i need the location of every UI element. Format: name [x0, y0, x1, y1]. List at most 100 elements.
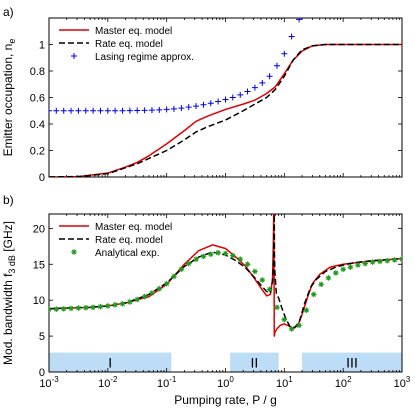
- plus-marker: [229, 94, 236, 101]
- plus-marker: [141, 107, 148, 114]
- star-marker: [244, 261, 251, 268]
- plus-marker: [200, 101, 207, 108]
- region-label-3: III: [346, 354, 358, 370]
- x-tick-label: 102: [335, 375, 352, 390]
- star-marker: [105, 303, 111, 309]
- star-marker: [355, 262, 361, 268]
- y-axis-label: Mod. bandwidth f3 dB [GHz]: [1, 221, 17, 365]
- y-tick-label: 10: [33, 295, 45, 307]
- plus-marker: [237, 91, 244, 98]
- legend-label: Master eq. model: [95, 26, 172, 37]
- legend-label: Rate eq. model: [95, 39, 163, 50]
- star-marker: [288, 326, 295, 332]
- plus-marker: [163, 106, 170, 113]
- plus-marker: [193, 103, 200, 110]
- star-marker: [399, 256, 402, 263]
- star-marker: [75, 305, 82, 311]
- star-marker: [340, 266, 346, 273]
- x-tick-label: 101: [276, 375, 293, 390]
- plus-marker: [60, 107, 67, 114]
- star-marker: [127, 299, 133, 305]
- star-marker: [384, 257, 391, 264]
- x-tick-label: 10-1: [157, 375, 177, 390]
- plus-marker: [148, 107, 155, 114]
- x-axis-label: Pumping rate, P / g: [174, 393, 277, 407]
- plus-marker: [90, 107, 97, 114]
- plus-marker: [266, 73, 273, 80]
- plus-marker: [251, 84, 258, 91]
- region-label-2: II: [251, 354, 259, 370]
- plus-marker: [215, 98, 222, 105]
- region-band-3: [302, 352, 402, 372]
- star-marker: [207, 251, 214, 258]
- star-marker: [229, 252, 236, 259]
- plus-marker: [244, 88, 251, 95]
- star-marker: [178, 266, 185, 273]
- star-marker: [53, 306, 60, 312]
- star-marker: [112, 302, 118, 308]
- legend-swatch: [71, 249, 77, 255]
- star-marker: [296, 322, 302, 329]
- star-marker: [119, 300, 126, 307]
- star-marker: [60, 306, 67, 312]
- legend-label: Master eq. model: [95, 222, 172, 233]
- star-marker: [303, 307, 310, 314]
- star-marker: [310, 291, 317, 298]
- plus-marker: [288, 33, 295, 40]
- rate-eq-line: [49, 43, 402, 177]
- star-marker: [281, 316, 288, 323]
- star-marker: [347, 264, 354, 270]
- star-marker: [171, 273, 177, 280]
- star-marker: [377, 258, 383, 265]
- region-label-1: I: [108, 354, 112, 370]
- plus-marker: [170, 105, 177, 112]
- series-3: [49, 18, 303, 114]
- series-2: [49, 43, 402, 177]
- plus-marker: [75, 107, 82, 114]
- y-tick-label: 20: [33, 223, 45, 235]
- star-marker: [369, 259, 376, 265]
- x-tick-label: 10-2: [98, 375, 118, 390]
- plus-marker: [53, 107, 60, 114]
- plus-marker: [97, 107, 104, 114]
- plus-marker: [185, 104, 192, 111]
- plus-marker: [82, 107, 89, 114]
- plus-marker: [281, 50, 288, 57]
- panel-label: a): [3, 5, 14, 19]
- plus-marker: [119, 107, 126, 114]
- star-marker: [200, 253, 207, 260]
- star-marker: [259, 277, 266, 283]
- star-marker: [222, 250, 229, 257]
- star-marker: [141, 293, 148, 300]
- plus-marker: [49, 107, 52, 114]
- region-band-1: [49, 352, 172, 372]
- y-tick-label: 0.4: [30, 119, 45, 131]
- plus-marker: [112, 107, 119, 114]
- series-3: [49, 249, 402, 332]
- region-band-2: [230, 352, 279, 372]
- star-marker: [252, 268, 258, 275]
- star-marker: [156, 285, 163, 292]
- plus-marker: [126, 107, 133, 114]
- star-marker: [237, 256, 244, 263]
- star-marker: [90, 304, 96, 311]
- star-marker: [185, 260, 192, 267]
- x-tick-label: 103: [394, 375, 411, 390]
- legend-label: Lasing regime approx.: [95, 52, 194, 63]
- star-marker: [82, 304, 89, 311]
- star-marker: [362, 260, 369, 267]
- star-marker: [68, 305, 74, 312]
- star-marker: [49, 306, 52, 313]
- plus-marker: [273, 62, 280, 69]
- y-axis-label: Emitter occupation, ne: [1, 39, 17, 157]
- y-tick-label: 0.8: [30, 66, 45, 78]
- x-tick-label: 10-3: [39, 375, 59, 390]
- plus-marker: [207, 100, 214, 107]
- plus-marker: [259, 79, 266, 86]
- x-tick-label: 100: [217, 375, 234, 390]
- y-tick-label: 15: [33, 259, 45, 271]
- legend-swatch: [71, 53, 77, 59]
- panel-a: 0 0.2 0.4 0.6 0.8 1 Master eq. model Rate eq. m…: [1, 5, 403, 184]
